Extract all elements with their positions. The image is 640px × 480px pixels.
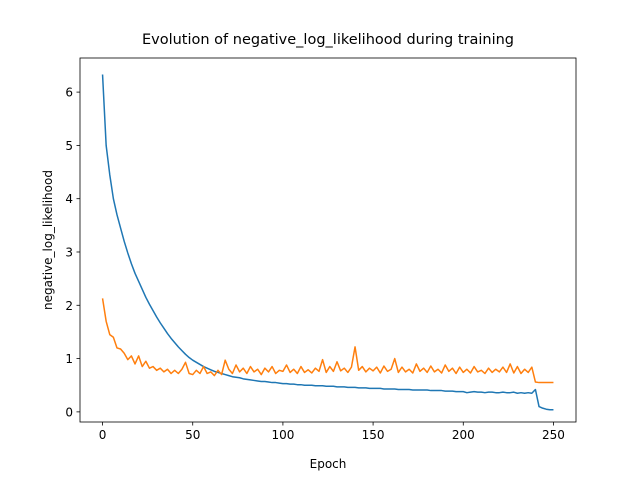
chart-title: Evolution of negative_log_likelihood dur… bbox=[142, 32, 514, 48]
y-axis-label: negative_log_likelihood bbox=[41, 170, 55, 310]
y-tick-label: 4 bbox=[65, 192, 73, 206]
y-tick-label: 5 bbox=[65, 139, 73, 153]
x-tick-label: 250 bbox=[542, 428, 565, 442]
y-tick-label: 2 bbox=[65, 299, 73, 313]
line-series bbox=[101, 74, 554, 411]
y-tick-label: 1 bbox=[65, 352, 73, 366]
y-tick-label: 3 bbox=[65, 245, 73, 259]
x-tick-label: 50 bbox=[185, 428, 200, 442]
line-series bbox=[101, 298, 554, 384]
x-tick-label: 200 bbox=[452, 428, 475, 442]
plot-frame bbox=[79, 57, 577, 423]
x-tick-label: 0 bbox=[99, 428, 107, 442]
x-tick-label: 150 bbox=[362, 428, 385, 442]
x-axis-label: Epoch bbox=[310, 457, 347, 471]
y-tick-label: 0 bbox=[65, 405, 73, 419]
x-tick-label: 100 bbox=[271, 428, 294, 442]
y-tick-label: 6 bbox=[65, 86, 73, 100]
